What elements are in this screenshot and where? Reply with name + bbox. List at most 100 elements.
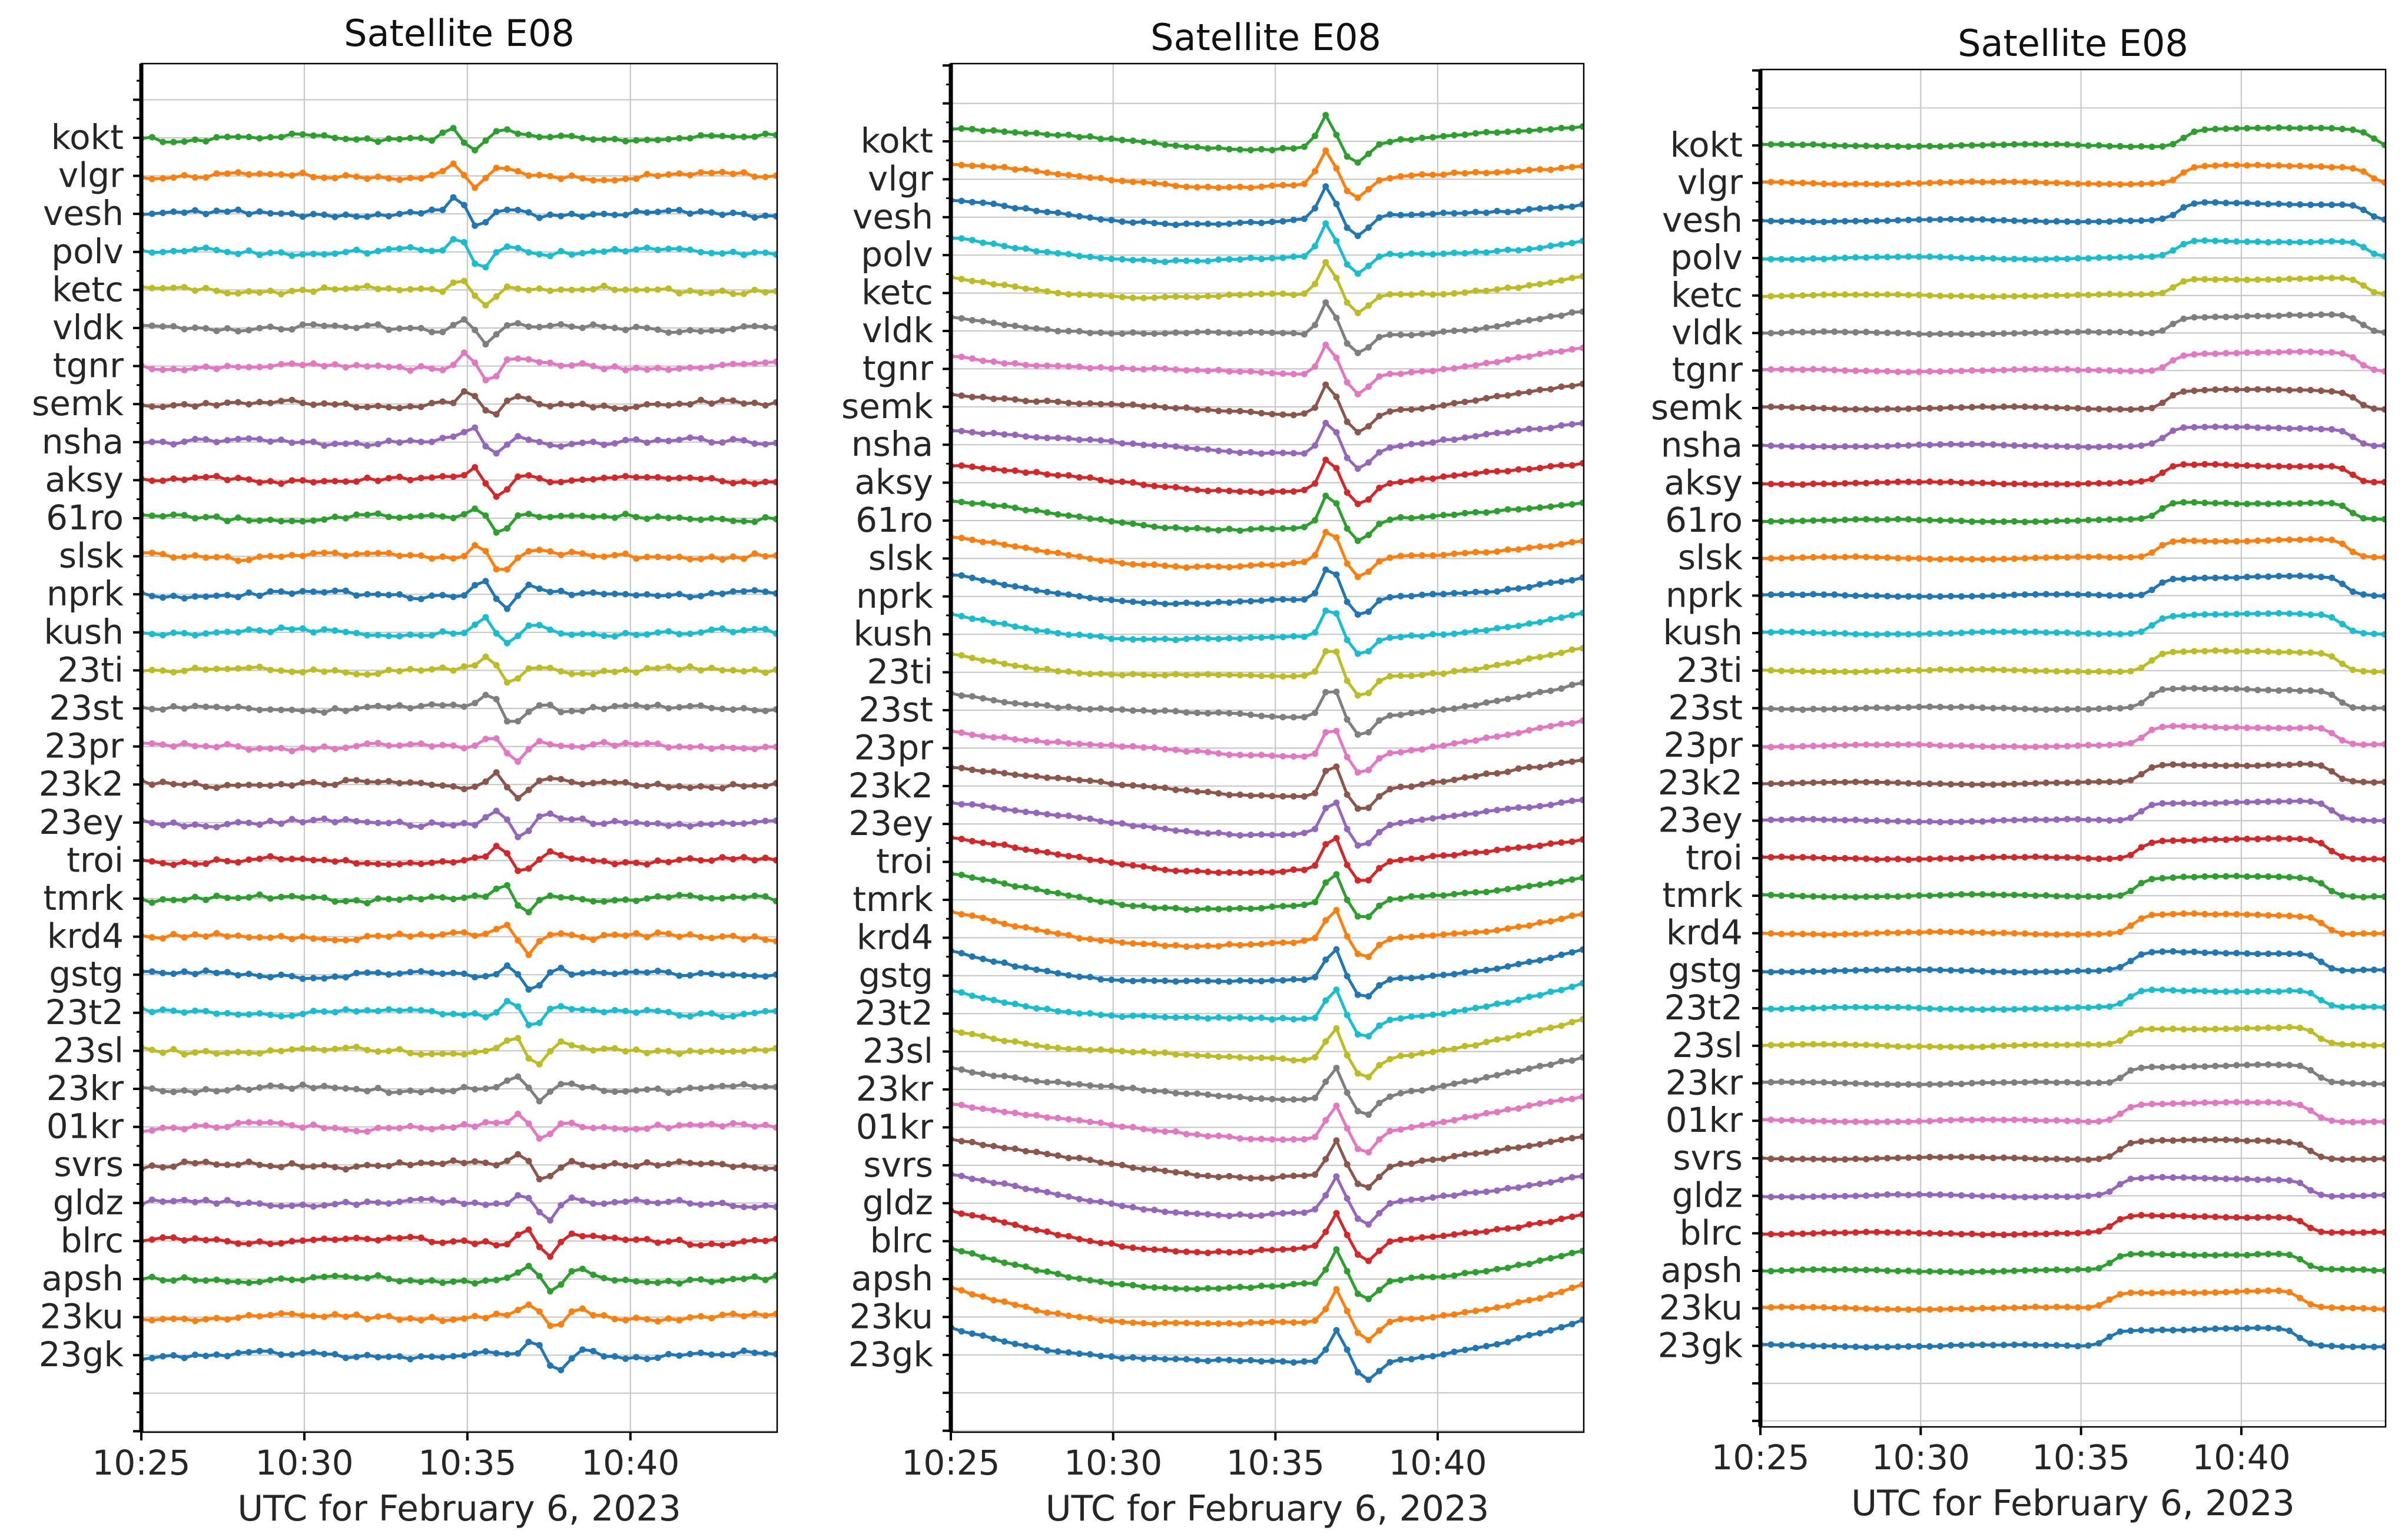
data-point — [1558, 1097, 1565, 1104]
series-line-semk — [951, 382, 1583, 435]
data-point — [472, 359, 479, 366]
data-point — [1172, 746, 1179, 753]
data-point — [708, 209, 715, 216]
data-point — [2074, 481, 2081, 488]
data-point — [741, 1347, 747, 1354]
data-point — [1558, 614, 1565, 621]
data-point — [958, 1101, 965, 1108]
data-point — [2223, 237, 2230, 244]
data-point — [1258, 978, 1265, 985]
station-label-23gk: 23gk — [848, 1334, 934, 1374]
data-point — [1419, 1049, 1425, 1056]
data-point — [980, 1254, 987, 1261]
data-point — [267, 1011, 274, 1018]
data-point — [385, 896, 392, 903]
data-point — [1937, 253, 1943, 260]
data-point — [1525, 544, 1533, 551]
data-point — [450, 896, 457, 903]
data-point — [1333, 429, 1340, 436]
data-point — [1429, 591, 1437, 598]
data-point — [2064, 405, 2071, 412]
data-point — [191, 287, 198, 294]
data-point — [407, 1006, 414, 1013]
data-point — [633, 859, 640, 866]
data-point — [1537, 1180, 1544, 1187]
data-point — [148, 820, 155, 826]
station-label-slsk: slsk — [868, 538, 934, 578]
data-point — [2074, 367, 2081, 373]
data-point — [2191, 351, 2198, 358]
data-point — [719, 397, 726, 404]
data-point — [751, 1204, 758, 1211]
data-point — [1537, 1330, 1544, 1337]
data-point — [622, 1162, 629, 1169]
data-point — [170, 781, 177, 787]
data-point — [1236, 977, 1243, 984]
data-point — [1301, 976, 1308, 983]
data-point — [686, 1085, 694, 1091]
data-point — [958, 1210, 965, 1217]
data-point — [2117, 181, 2124, 188]
data-point — [958, 764, 965, 771]
data-point — [1162, 524, 1169, 531]
data-point — [1087, 1118, 1093, 1125]
data-point — [719, 785, 726, 791]
data-point — [2370, 135, 2377, 142]
data-point — [1140, 442, 1147, 448]
data-point — [729, 667, 737, 674]
data-point — [665, 784, 672, 791]
data-point — [1558, 502, 1565, 509]
data-point — [686, 855, 694, 862]
data-point — [1054, 930, 1062, 937]
data-point — [1916, 405, 1923, 412]
data-point — [1820, 366, 1827, 373]
data-point — [1948, 440, 1954, 448]
data-point — [503, 525, 510, 532]
data-point — [1461, 1230, 1468, 1237]
data-point — [364, 819, 371, 826]
data-point — [1215, 184, 1222, 191]
data-point — [1226, 671, 1233, 678]
data-point — [203, 210, 210, 217]
data-point — [472, 1240, 479, 1247]
data-point — [1461, 131, 1468, 138]
data-point — [460, 703, 467, 710]
data-point — [697, 169, 704, 176]
data-point — [1022, 165, 1029, 173]
data-point — [1108, 671, 1115, 678]
data-point — [729, 971, 737, 978]
data-point — [1494, 1147, 1501, 1154]
data-point — [1515, 247, 1522, 254]
data-point — [990, 429, 997, 436]
data-point — [2021, 329, 2028, 336]
data-point — [2042, 329, 2049, 336]
data-point — [503, 679, 510, 686]
data-point — [1440, 931, 1447, 938]
data-point — [1044, 1079, 1051, 1086]
data-point — [439, 1199, 446, 1206]
data-point — [429, 819, 435, 826]
data-point — [288, 360, 296, 367]
data-point — [1537, 281, 1544, 287]
data-point — [729, 1352, 737, 1359]
data-point — [1279, 673, 1286, 680]
data-point — [1011, 923, 1019, 930]
data-point — [1547, 386, 1554, 393]
x-tick-label: 10:25 — [92, 1443, 190, 1483]
data-point — [1001, 999, 1008, 1006]
data-point — [1408, 1316, 1415, 1323]
data-point — [1419, 405, 1425, 412]
data-point — [288, 396, 296, 403]
data-point — [1033, 1042, 1040, 1049]
data-point — [1579, 1172, 1584, 1180]
data-point — [374, 819, 382, 826]
data-point — [1958, 216, 1965, 223]
data-point — [1440, 132, 1447, 140]
data-point — [2170, 177, 2177, 184]
data-point — [968, 615, 976, 622]
data-point — [493, 1277, 500, 1284]
data-point — [1419, 1315, 1425, 1322]
data-point — [1451, 970, 1458, 978]
data-point — [590, 363, 597, 370]
data-point — [2329, 311, 2335, 318]
